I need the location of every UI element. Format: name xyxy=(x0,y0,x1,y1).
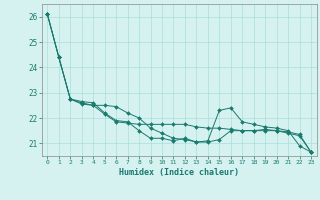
X-axis label: Humidex (Indice chaleur): Humidex (Indice chaleur) xyxy=(119,168,239,177)
